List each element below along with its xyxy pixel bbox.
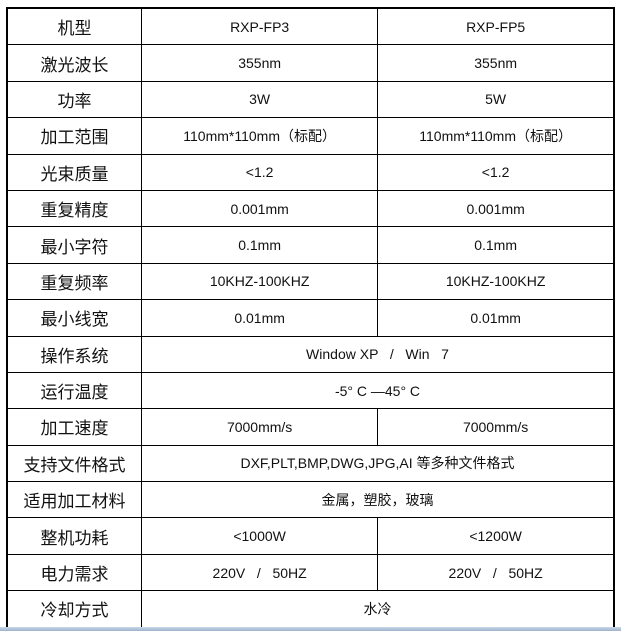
spec-label: 重复频率 [6,262,142,301]
spec-value: -5° C —45° C [141,371,615,410]
spec-label: 最小字符 [6,226,142,264]
spec-value: 金属，塑胶，玻璃 [141,481,615,519]
table-row: 冷却方式 水冷 [6,590,615,629]
spec-value: 0.01mm [377,299,615,337]
spec-value: 0.01mm [140,299,379,337]
spec-value: <1000W [140,517,379,555]
table-row: 最小线宽 0.01mm 0.01mm [6,299,615,337]
spec-label: 重复精度 [6,189,142,228]
table-row: 最小字符 0.1mm 0.1mm [6,226,615,264]
table-row: 支持文件格式 DXF,PLT,BMP,DWG,JPG,AI 等多种文件格式 [6,444,615,483]
spec-value: 0.1mm [140,226,379,264]
spec-value: Window XP / Win 7 [141,335,615,373]
spec-value: 220V / 50HZ [140,553,379,592]
spec-label: 电力需求 [6,553,142,592]
spec-label: 冷却方式 [6,590,142,629]
spec-label: 支持文件格式 [6,444,142,483]
table-row: 操作系统 Window XP / Win 7 [6,335,615,373]
spec-value: <1.2 [377,153,615,191]
table-row: 重复精度 0.001mm 0.001mm [6,189,615,228]
spec-label: 加工范围 [6,117,142,155]
table-row: 加工范围 110mm*110mm（标配） 110mm*110mm（标配） [6,117,615,155]
spec-label: 功率 [6,80,142,119]
spec-label: 整机功耗 [6,517,142,555]
spec-value: 220V / 50HZ [377,553,615,592]
spec-value: RXP-FP3 [140,7,379,46]
spec-value: 5W [377,80,615,119]
spec-label: 光束质量 [6,153,142,191]
spec-value: 0.1mm [377,226,615,264]
spec-value: 10KHZ-100KHZ [377,262,615,301]
spec-value: <1200W [377,517,615,555]
spec-value: 0.001mm [377,189,615,228]
table-row: 光束质量 <1.2 <1.2 [6,153,615,191]
spec-value: 110mm*110mm（标配） [377,117,615,155]
spec-value: 3W [140,80,379,119]
table-row: 重复频率 10KHZ-100KHZ 10KHZ-100KHZ [6,262,615,301]
table-row: 机型 RXP-FP3 RXP-FP5 [6,7,615,46]
spec-table: 机型 RXP-FP3 RXP-FP5 激光波长 355nm 355nm 功率 3W 5W 加工范围… [6,7,615,629]
table-row: 加工速度 7000mm/s 7000mm/s [6,408,615,446]
spec-value: 10KHZ-100KHZ [140,262,379,301]
window-bottom-edge [0,627,621,631]
table-row: 电力需求 220V / 50HZ 220V / 50HZ [6,553,615,592]
spec-label: 操作系统 [6,335,142,373]
spec-value: 110mm*110mm（标配） [140,117,379,155]
table-row: 激光波长 355nm 355nm [6,44,615,82]
table-row: 功率 3W 5W [6,80,615,119]
table-row: 适用加工材料 金属，塑胶，玻璃 [6,481,615,519]
spec-label: 激光波长 [6,44,142,82]
spec-label: 加工速度 [6,408,142,446]
spec-label: 最小线宽 [6,299,142,337]
spec-value: 7000mm/s [377,408,615,446]
spec-value: 7000mm/s [140,408,379,446]
spec-label: 适用加工材料 [6,481,142,519]
spec-label: 运行温度 [6,371,142,410]
spec-value: 0.001mm [140,189,379,228]
spec-value: 355nm [140,44,379,82]
spec-value: 355nm [377,44,615,82]
table-row: 运行温度 -5° C —45° C [6,371,615,410]
spec-value: <1.2 [140,153,379,191]
table-row: 整机功耗 <1000W <1200W [6,517,615,555]
spec-label: 机型 [6,7,142,46]
spec-value: RXP-FP5 [377,7,615,46]
spec-value: DXF,PLT,BMP,DWG,JPG,AI 等多种文件格式 [141,444,615,483]
spec-value: 水冷 [141,590,615,629]
